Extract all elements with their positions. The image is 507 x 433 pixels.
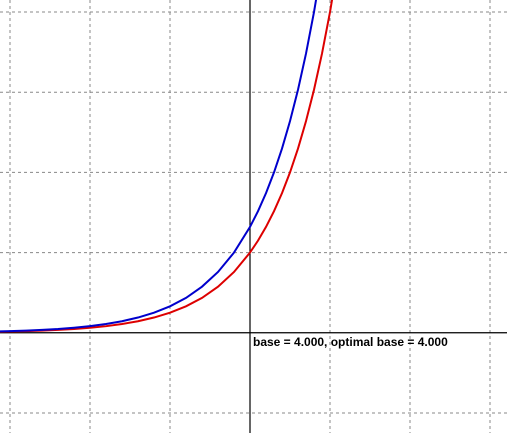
- line-blue: [0, 0, 318, 333]
- annotation: base = 4.000, optimal base = 4.000: [253, 335, 448, 349]
- line-red: [0, 0, 334, 333]
